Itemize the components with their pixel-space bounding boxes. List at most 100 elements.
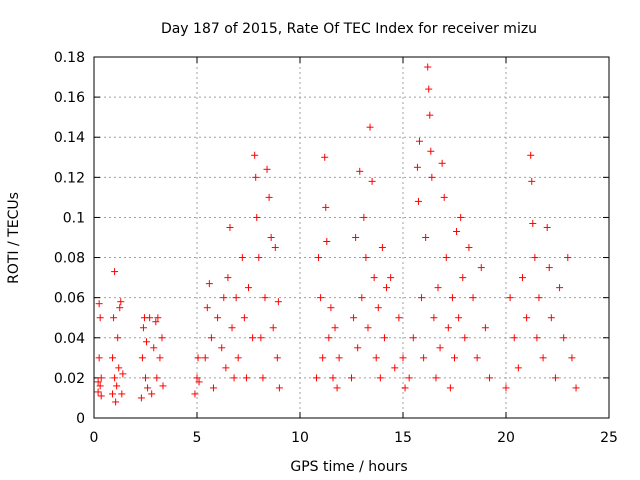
y-tick-label: 0.14 bbox=[54, 130, 85, 146]
data-point bbox=[242, 374, 250, 382]
data-point bbox=[350, 314, 358, 322]
data-point bbox=[224, 274, 232, 282]
data-point bbox=[514, 364, 522, 372]
data-point bbox=[426, 111, 434, 119]
data-point bbox=[399, 354, 407, 362]
data-point bbox=[158, 334, 166, 342]
y-tick-label: 0.06 bbox=[54, 291, 85, 307]
data-point bbox=[457, 213, 465, 221]
data-point bbox=[245, 284, 252, 292]
data-point bbox=[422, 234, 430, 241]
data-point bbox=[96, 314, 104, 322]
data-point bbox=[139, 324, 147, 332]
data-point bbox=[438, 159, 446, 167]
data-point bbox=[209, 384, 217, 392]
data-point bbox=[348, 374, 355, 382]
grid bbox=[94, 57, 609, 418]
data-point bbox=[327, 304, 335, 312]
data-point bbox=[568, 354, 576, 362]
data-point bbox=[150, 344, 158, 352]
tick-labels: 0 0.02 0.04 0.06 0.08 0.1 0.12 0.14 0.16 0.18 0 5 10… bbox=[54, 50, 618, 446]
data-point bbox=[240, 314, 248, 322]
data-point bbox=[195, 378, 203, 386]
data-point bbox=[333, 384, 341, 392]
data-point bbox=[424, 63, 432, 71]
data-point bbox=[218, 344, 226, 352]
data-point bbox=[401, 384, 409, 392]
data-point bbox=[409, 334, 417, 342]
data-point bbox=[362, 254, 370, 262]
data-point bbox=[481, 324, 489, 332]
data-point bbox=[317, 294, 325, 302]
data-point bbox=[329, 374, 337, 382]
data-point bbox=[527, 151, 535, 159]
data-point bbox=[191, 390, 199, 398]
y-axis-label: ROTI / TECUs bbox=[6, 192, 22, 284]
data-point bbox=[551, 374, 559, 382]
data-point bbox=[193, 374, 201, 382]
y-tick-label: 0.18 bbox=[54, 50, 85, 66]
data-point bbox=[275, 384, 283, 392]
data-point bbox=[95, 354, 103, 362]
data-point bbox=[222, 364, 230, 372]
data-point bbox=[547, 314, 555, 322]
data-point bbox=[418, 294, 426, 302]
data-point bbox=[230, 374, 238, 382]
data-point bbox=[153, 374, 161, 382]
data-point bbox=[564, 254, 572, 262]
data-point bbox=[415, 137, 423, 145]
data-point bbox=[261, 294, 269, 302]
data-point bbox=[376, 374, 384, 382]
data-point bbox=[228, 324, 236, 332]
data-point bbox=[201, 354, 209, 362]
data-point bbox=[96, 382, 104, 390]
data-point bbox=[420, 354, 428, 362]
data-point bbox=[473, 354, 481, 362]
data-point bbox=[94, 378, 102, 386]
y-tick-label: 0.12 bbox=[54, 170, 85, 186]
data-point bbox=[523, 314, 531, 322]
data-point bbox=[413, 163, 421, 171]
data-point bbox=[539, 354, 547, 362]
data-point bbox=[273, 354, 281, 362]
data-point bbox=[146, 314, 154, 322]
data-point bbox=[469, 294, 477, 302]
data-point bbox=[109, 390, 117, 398]
data-point bbox=[205, 280, 213, 288]
data-point bbox=[110, 314, 118, 322]
data-point bbox=[319, 354, 327, 362]
data-point bbox=[477, 264, 485, 272]
data-point bbox=[364, 324, 372, 332]
data-point bbox=[113, 382, 121, 390]
data-point bbox=[112, 398, 120, 406]
data-point bbox=[253, 213, 261, 221]
data-point bbox=[440, 193, 448, 201]
data-point bbox=[545, 264, 553, 272]
data-point bbox=[502, 384, 510, 392]
data-point bbox=[156, 354, 164, 362]
data-point bbox=[436, 344, 444, 352]
data-point bbox=[572, 384, 580, 392]
data-point bbox=[220, 294, 228, 302]
data-point bbox=[444, 324, 452, 332]
data-point bbox=[414, 197, 422, 205]
data-point bbox=[533, 334, 541, 342]
data-point bbox=[321, 153, 329, 161]
data-point bbox=[138, 354, 146, 362]
data-point bbox=[510, 334, 518, 342]
data-point bbox=[263, 165, 271, 173]
data-point bbox=[142, 374, 149, 382]
data-point bbox=[111, 268, 119, 276]
data-point bbox=[370, 274, 378, 282]
data-point bbox=[486, 374, 494, 382]
data-point bbox=[556, 284, 564, 292]
data-point bbox=[366, 123, 374, 131]
data-point bbox=[116, 304, 124, 312]
data-point bbox=[368, 177, 376, 185]
data-point bbox=[425, 85, 433, 93]
data-point bbox=[118, 390, 126, 398]
data-point bbox=[95, 300, 103, 308]
data-point bbox=[383, 284, 391, 292]
data-point bbox=[459, 274, 467, 282]
data-point bbox=[143, 338, 151, 346]
